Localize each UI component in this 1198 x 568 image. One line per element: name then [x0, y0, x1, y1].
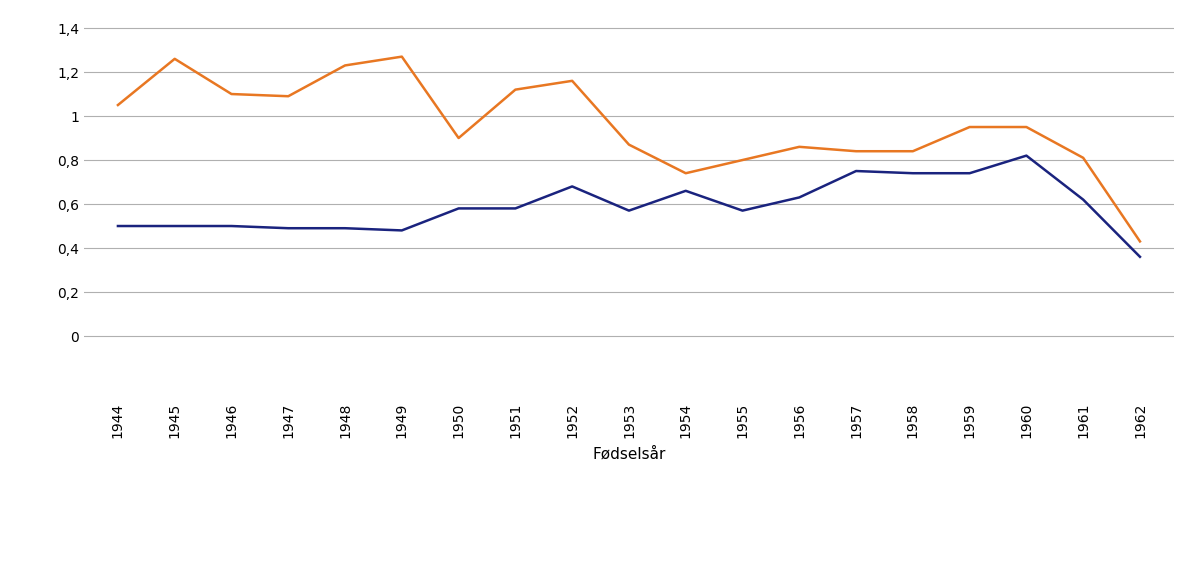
Forholdstall [1019, 152, 1034, 159]
Forholdstall [452, 205, 466, 212]
Forholdstall [394, 227, 409, 234]
Delingstall [849, 148, 864, 154]
Forholdstall [1133, 253, 1148, 260]
Delingstall [394, 53, 409, 60]
Delingstall [338, 62, 352, 69]
Forholdstall [849, 168, 864, 174]
Forholdstall [906, 170, 920, 177]
Forholdstall [338, 225, 352, 232]
Line: Delingstall: Delingstall [117, 57, 1140, 241]
Delingstall [508, 86, 522, 93]
Forholdstall [1076, 196, 1090, 203]
Legend: Forholdstall, Delingstall: Forholdstall, Delingstall [458, 565, 800, 568]
Delingstall [282, 93, 296, 99]
Delingstall [565, 77, 580, 84]
Forholdstall [678, 187, 692, 194]
Delingstall [168, 56, 182, 62]
Forholdstall [282, 225, 296, 232]
Forholdstall [110, 223, 125, 229]
Delingstall [962, 124, 976, 131]
Delingstall [736, 157, 750, 164]
Delingstall [1019, 124, 1034, 131]
Forholdstall [224, 223, 238, 229]
X-axis label: Fødselsår: Fødselsår [592, 446, 666, 461]
Delingstall [1076, 154, 1090, 161]
Forholdstall [792, 194, 806, 201]
Delingstall [678, 170, 692, 177]
Delingstall [792, 143, 806, 150]
Forholdstall [565, 183, 580, 190]
Delingstall [1133, 238, 1148, 245]
Delingstall [224, 91, 238, 98]
Forholdstall [962, 170, 976, 177]
Forholdstall [508, 205, 522, 212]
Line: Forholdstall: Forholdstall [117, 156, 1140, 257]
Forholdstall [736, 207, 750, 214]
Delingstall [110, 102, 125, 108]
Forholdstall [168, 223, 182, 229]
Forholdstall [622, 207, 636, 214]
Delingstall [452, 135, 466, 141]
Delingstall [622, 141, 636, 148]
Delingstall [906, 148, 920, 154]
